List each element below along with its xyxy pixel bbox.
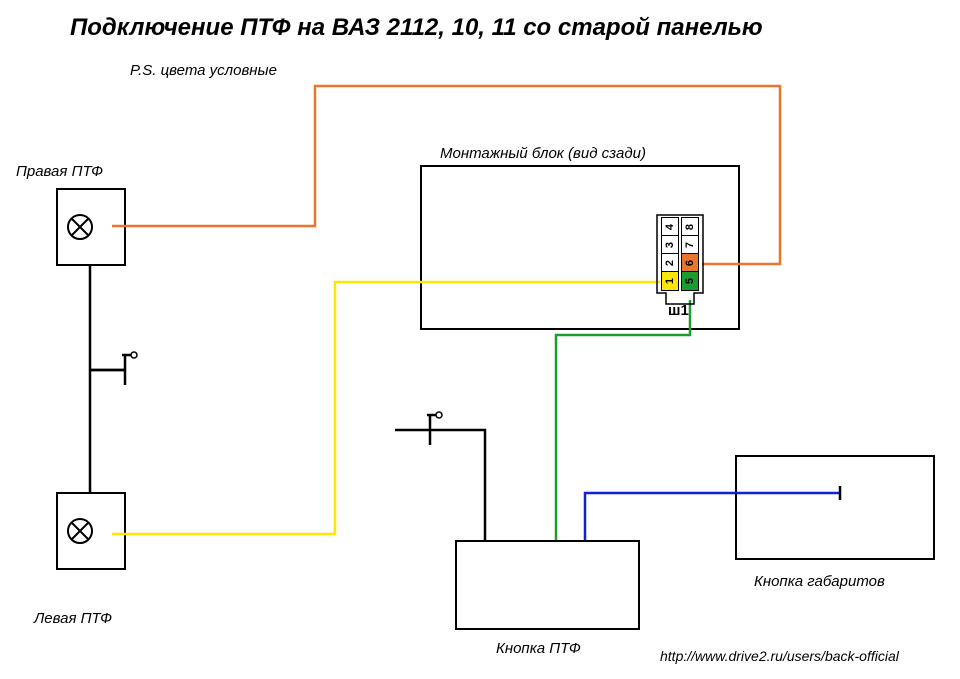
connector-pin-3: 3: [661, 235, 679, 255]
footer-url: http://www.drive2.ru/users/back-official: [660, 648, 899, 664]
connector-pin-2: 2: [661, 253, 679, 273]
connector-pin-4: 4: [661, 217, 679, 237]
dim-button-box: [735, 455, 935, 560]
connector-pin-1: 1: [661, 271, 679, 291]
right-ptf-box: [56, 188, 126, 266]
diagram-subtitle: P.S. цвета условные: [130, 62, 277, 79]
connector-pin-5: 5: [681, 271, 699, 291]
diagram-title: Подключение ПТФ на ВАЗ 2112, 10, 11 со с…: [70, 14, 763, 42]
ground-icon: [395, 412, 442, 445]
connector-pin-8: 8: [681, 217, 699, 237]
ground-icon: [90, 352, 137, 385]
connector-label: ш1: [668, 302, 689, 319]
ptf-button-box: [455, 540, 640, 630]
label-mount-block: Монтажный блок (вид сзади): [440, 145, 646, 162]
wire-black_ptf_ground: [430, 430, 485, 540]
label-ptf-button: Кнопка ПТФ: [496, 640, 581, 657]
connector-pin-7: 7: [681, 235, 699, 255]
connector-pin-6: 6: [681, 253, 699, 273]
left-ptf-box: [56, 492, 126, 570]
wire-green: [556, 300, 690, 540]
label-right-ptf: Правая ПТФ: [16, 163, 103, 180]
label-left-ptf: Левая ПТФ: [34, 610, 112, 627]
label-dim-button: Кнопка габаритов: [754, 573, 885, 590]
